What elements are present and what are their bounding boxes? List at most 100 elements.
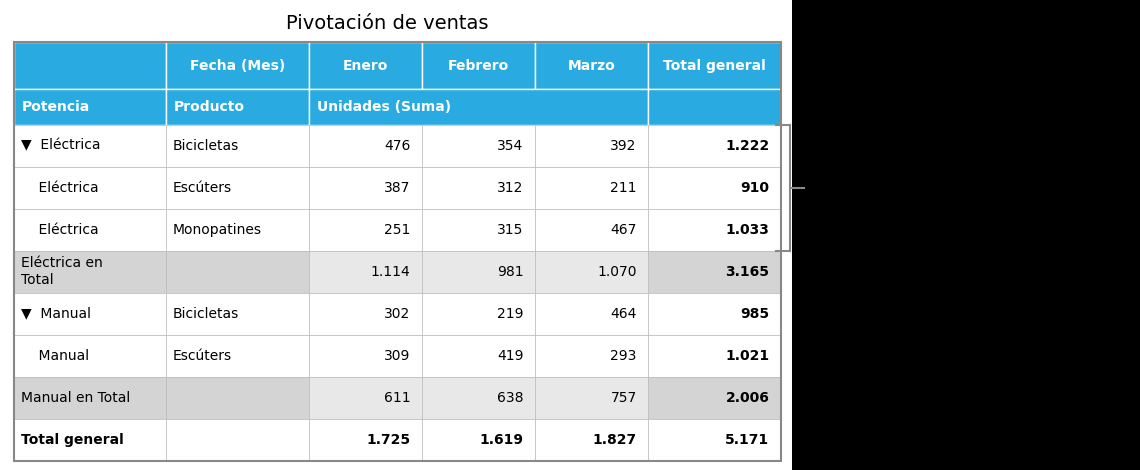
Text: Pivotación de ventas: Pivotación de ventas (286, 14, 489, 33)
Bar (166, 209, 309, 251)
Text: 910: 910 (741, 180, 770, 195)
Text: 302: 302 (384, 306, 410, 321)
Bar (649, 335, 781, 376)
Bar (309, 166, 422, 209)
Bar (166, 89, 309, 125)
Bar (649, 209, 781, 251)
Text: Unidades (Suma): Unidades (Suma) (317, 100, 450, 114)
Text: 2.006: 2.006 (726, 391, 770, 405)
Text: 757: 757 (610, 391, 637, 405)
Bar (422, 42, 535, 89)
Text: 419: 419 (497, 349, 523, 362)
Text: Fecha (Mes): Fecha (Mes) (190, 59, 285, 73)
Bar (166, 292, 309, 335)
Text: ▼  Eléctrica: ▼ Eléctrica (21, 139, 100, 153)
Bar (649, 125, 781, 166)
Bar (166, 125, 309, 166)
Text: 981: 981 (497, 265, 523, 279)
Bar (649, 166, 781, 209)
Text: 3.165: 3.165 (725, 265, 770, 279)
Text: 211: 211 (610, 180, 637, 195)
Text: 1.070: 1.070 (597, 265, 637, 279)
Bar (422, 125, 535, 166)
Text: Eléctrica: Eléctrica (21, 223, 98, 236)
Bar (166, 251, 309, 292)
Bar (535, 125, 649, 166)
Bar (166, 42, 309, 89)
Bar (166, 419, 309, 461)
Text: Monopatines: Monopatines (173, 223, 262, 236)
Bar (14, 209, 166, 251)
Text: 309: 309 (384, 349, 410, 362)
Bar (649, 251, 781, 292)
Bar (649, 292, 781, 335)
Text: 392: 392 (610, 139, 637, 153)
Bar (166, 166, 309, 209)
Bar (309, 292, 422, 335)
Text: Potencia: Potencia (22, 100, 90, 114)
Text: Eléctrica: Eléctrica (21, 180, 98, 195)
Text: 5.171: 5.171 (725, 432, 770, 446)
Bar (166, 376, 309, 419)
Bar (422, 335, 535, 376)
Text: ▼  Manual: ▼ Manual (21, 306, 90, 321)
Text: Escúters: Escúters (173, 349, 233, 362)
Text: Bicicletas: Bicicletas (173, 306, 239, 321)
Bar (14, 42, 166, 89)
Bar (14, 376, 166, 419)
Bar (309, 125, 422, 166)
Bar (422, 292, 535, 335)
Text: 251: 251 (384, 223, 410, 236)
Text: 387: 387 (384, 180, 410, 195)
Text: 467: 467 (610, 223, 637, 236)
Text: 476: 476 (384, 139, 410, 153)
Bar (535, 292, 649, 335)
Bar (535, 419, 649, 461)
Text: 312: 312 (497, 180, 523, 195)
Bar (422, 419, 535, 461)
Bar (309, 419, 422, 461)
Bar (422, 376, 535, 419)
Text: Enero: Enero (343, 59, 388, 73)
Bar (535, 376, 649, 419)
Bar (309, 335, 422, 376)
Text: Producto: Producto (174, 100, 245, 114)
Text: 293: 293 (610, 349, 637, 362)
Text: 1.619: 1.619 (480, 432, 523, 446)
Bar (535, 335, 649, 376)
Bar (14, 42, 781, 461)
Text: Eléctrica en
Total: Eléctrica en Total (21, 257, 103, 287)
Text: 464: 464 (610, 306, 637, 321)
Bar (422, 209, 535, 251)
Text: Febrero: Febrero (448, 59, 510, 73)
Text: Total general: Total general (21, 432, 123, 446)
Bar (14, 335, 166, 376)
Text: Manual en Total: Manual en Total (21, 391, 130, 405)
Text: 1.725: 1.725 (366, 432, 410, 446)
Bar (14, 166, 166, 209)
Text: 219: 219 (497, 306, 523, 321)
Bar (649, 89, 781, 125)
Text: Escúters: Escúters (173, 180, 233, 195)
Text: 1.222: 1.222 (725, 139, 770, 153)
Text: 985: 985 (740, 306, 770, 321)
Bar (535, 166, 649, 209)
Bar (14, 419, 166, 461)
Text: 1.033: 1.033 (726, 223, 770, 236)
Bar (309, 251, 422, 292)
Bar (309, 42, 422, 89)
Bar (14, 125, 166, 166)
Bar (422, 166, 535, 209)
Bar (535, 251, 649, 292)
Bar (535, 209, 649, 251)
Text: 1.827: 1.827 (593, 432, 637, 446)
Bar (649, 419, 781, 461)
Text: Manual: Manual (21, 349, 89, 362)
Text: 638: 638 (497, 391, 523, 405)
Bar (309, 89, 649, 125)
Bar (649, 42, 781, 89)
Text: Bicicletas: Bicicletas (173, 139, 239, 153)
Bar (535, 42, 649, 89)
Text: 1.114: 1.114 (370, 265, 410, 279)
Text: Marzo: Marzo (568, 59, 616, 73)
